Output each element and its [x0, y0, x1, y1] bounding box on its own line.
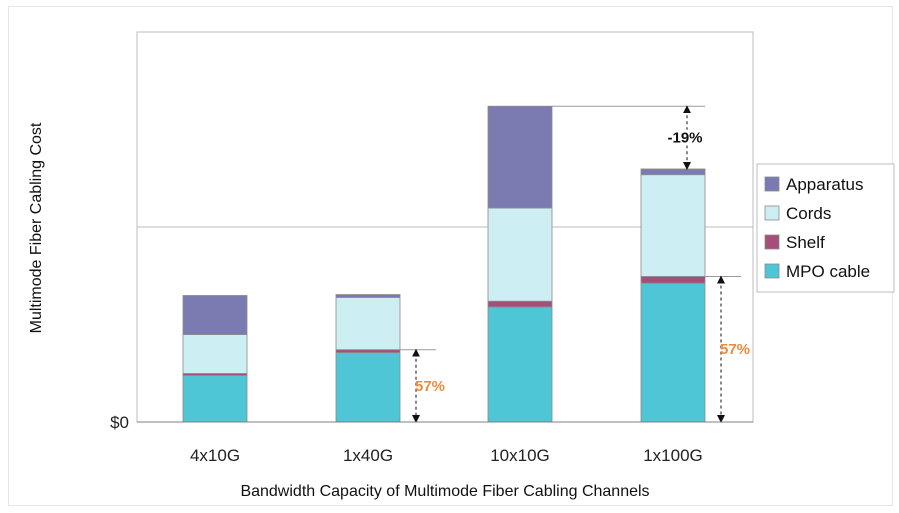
annotation-label-1: 57%: [720, 341, 750, 358]
legend-label-mpo-cable: MPO cable: [786, 262, 870, 281]
x-tick-label-10x10G: 10x10G: [490, 446, 550, 465]
x-tick-label-4x10G: 4x10G: [190, 446, 240, 465]
legend-swatch-mpo-cable: [764, 263, 780, 279]
x-tick-label-1x40G: 1x40G: [343, 446, 393, 465]
bar-segment-cords-1x40G: [335, 296, 401, 351]
legend-label-shelf: Shelf: [786, 233, 825, 252]
annotation-label-0: 57%: [415, 378, 445, 395]
bar-segment-cords-4x10G: [182, 334, 248, 374]
y-tick-label-0: $0: [110, 413, 129, 432]
bar-segment-mpo-cable-1x100G: [640, 282, 706, 423]
bar-segment-cords-1x100G: [640, 174, 706, 277]
bar-layer: [182, 105, 706, 423]
bar-segment-apparatus-1x100G: [640, 168, 706, 176]
bar-segment-shelf-1x40G: [335, 349, 401, 353]
bar-segment-apparatus-1x40G: [335, 294, 401, 298]
x-axis-title: Bandwidth Capacity of Multimode Fiber Ca…: [240, 483, 649, 500]
bar-segment-cords-10x10G: [487, 207, 553, 302]
legend-label-cords: Cords: [786, 204, 831, 223]
x-tick-label-1x100G: 1x100G: [643, 446, 703, 465]
axis-layer: $0 4x10G 1x40G 10x10G 1x100G: [110, 413, 753, 465]
legend-swatch-cords: [764, 205, 780, 221]
bar-segment-mpo-cable-4x10G: [182, 374, 248, 423]
legend-swatch-apparatus: [764, 176, 780, 192]
legend-layer: Apparatus Cords Shelf MPO cable: [756, 163, 895, 293]
annotation-layer: 57% 57% -19%: [400, 105, 750, 423]
bar-segment-mpo-cable-1x40G: [335, 352, 401, 423]
bar-segment-shelf-10x10G: [487, 300, 553, 308]
legend-box: [756, 163, 895, 293]
y-axis-title: Multimode Fiber Cabling Cost: [28, 122, 45, 333]
annotation-label-2: -19%: [667, 130, 702, 147]
legend-swatch-shelf: [764, 234, 780, 250]
legend-label-apparatus: Apparatus: [786, 175, 864, 194]
bar-segment-apparatus-10x10G: [487, 105, 553, 209]
bar-segment-mpo-cable-10x10G: [487, 306, 553, 423]
bar-segment-shelf-1x100G: [640, 276, 706, 284]
bar-segment-apparatus-4x10G: [182, 295, 248, 335]
